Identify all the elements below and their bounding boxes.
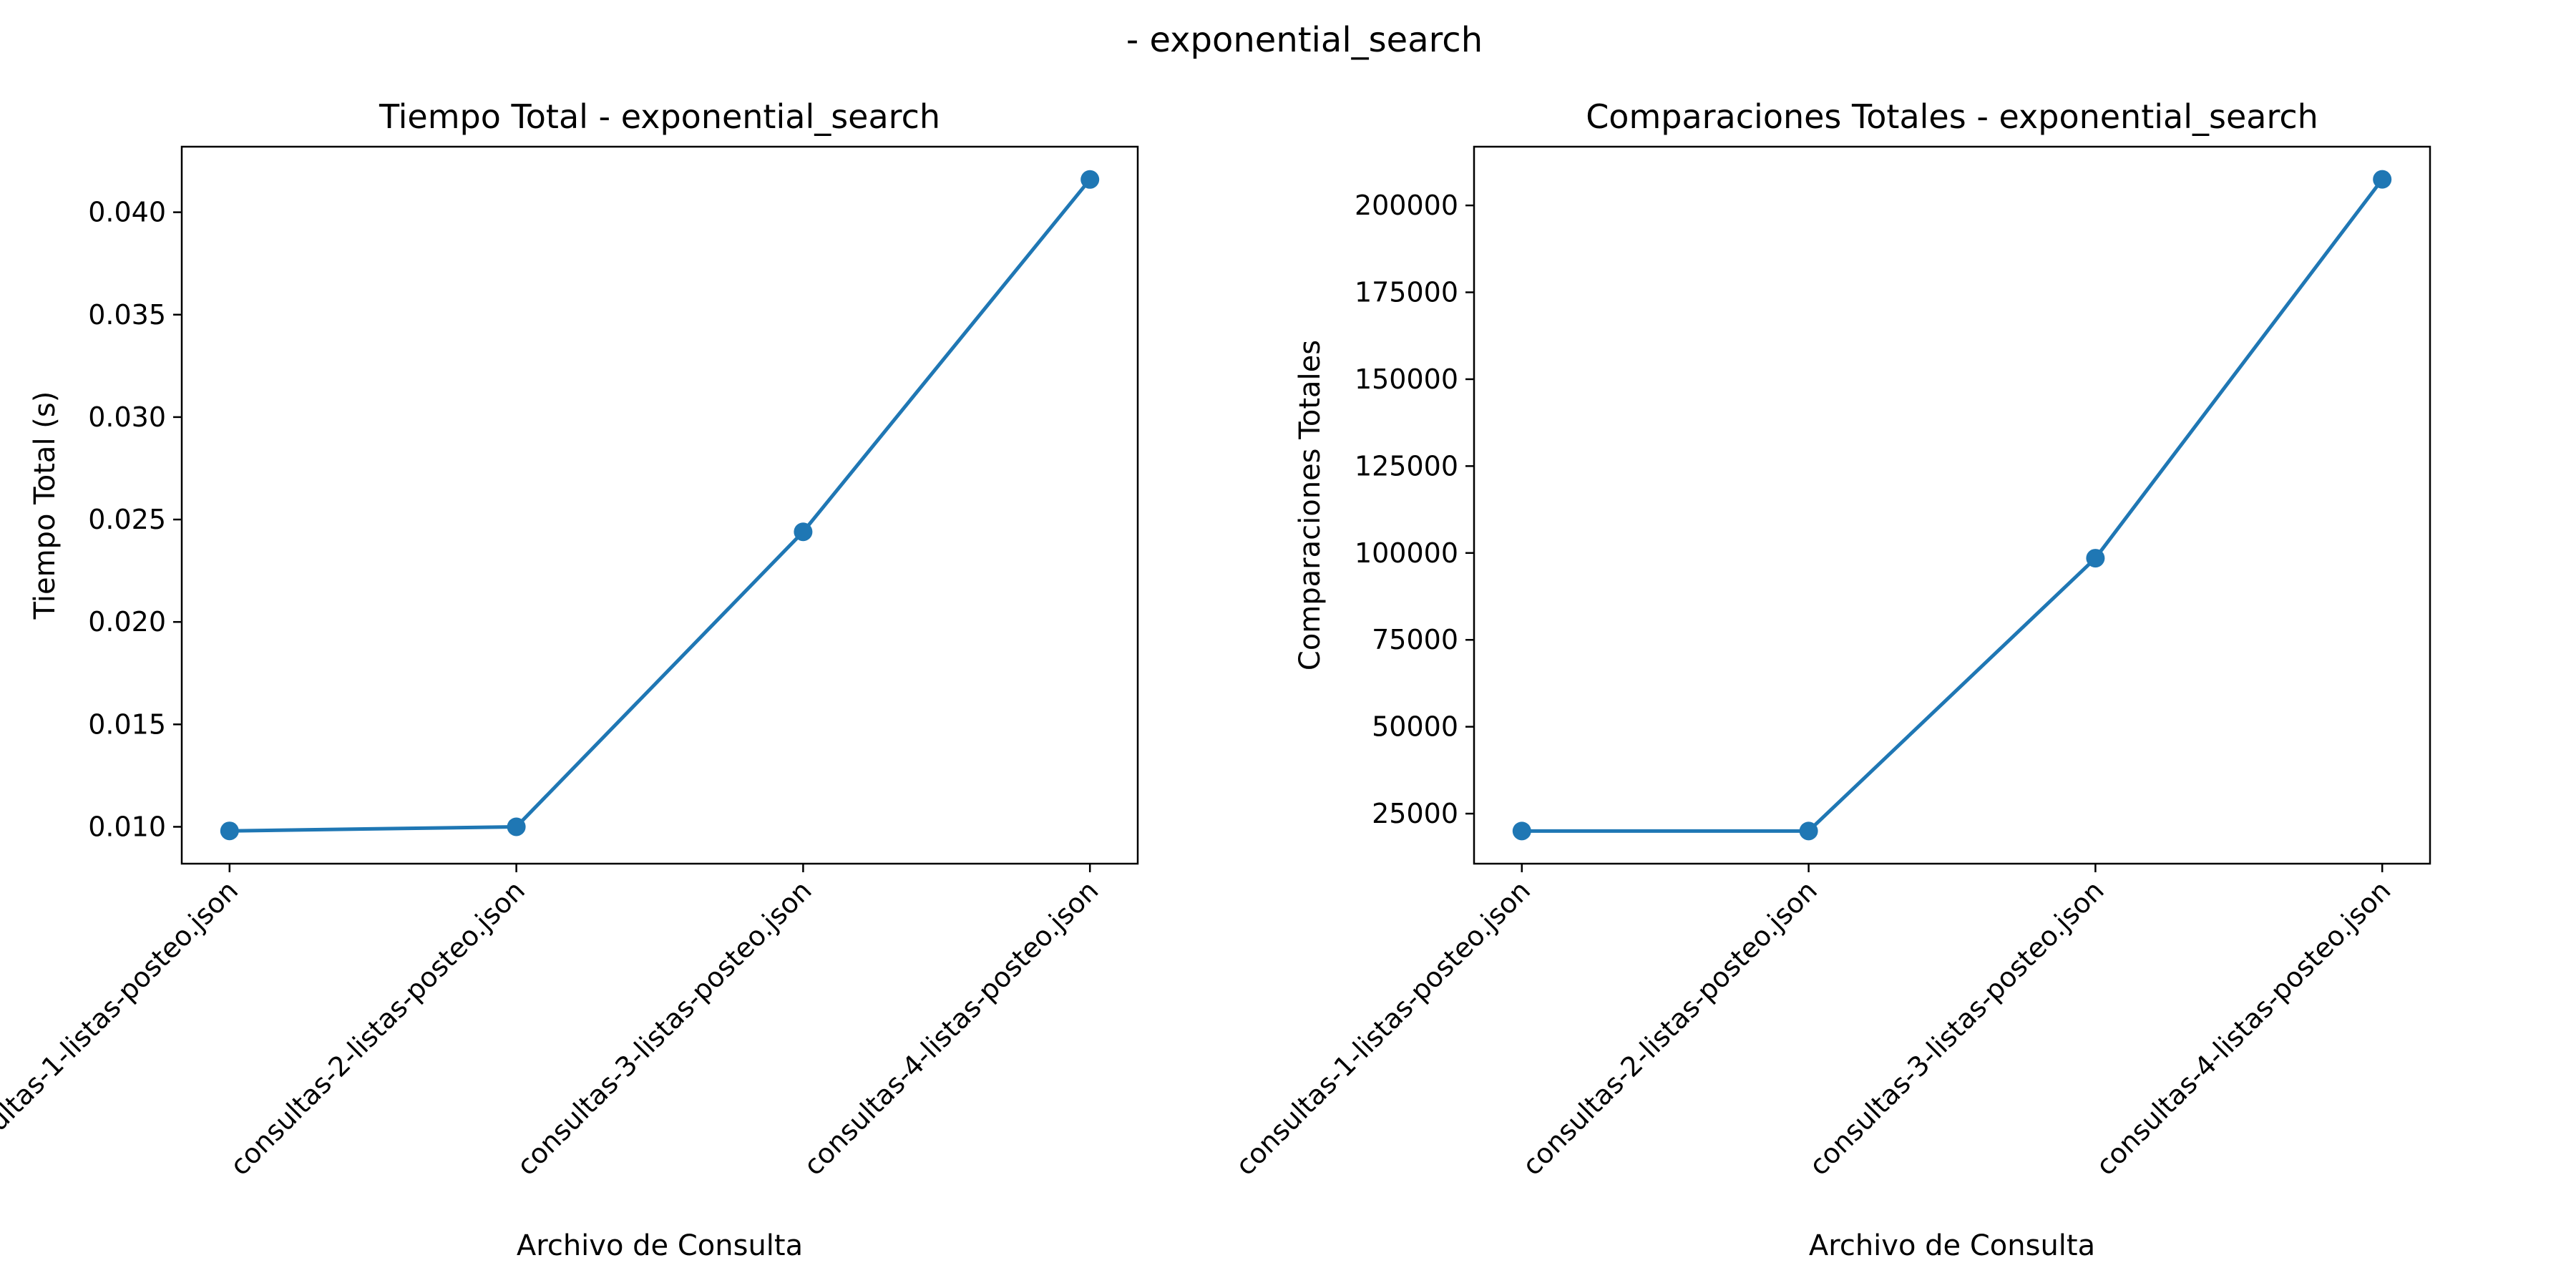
comparisons-y-axis-label: Comparaciones Totales bbox=[1294, 340, 1327, 670]
comparisons-data-point bbox=[2373, 170, 2392, 189]
comparisons-y-tick-label: 150000 bbox=[1355, 364, 1458, 395]
comparisons-data-point bbox=[1799, 821, 1818, 841]
time-data-point bbox=[507, 817, 526, 836]
time-plot-frame bbox=[180, 145, 1139, 865]
comparisons-y-tick-label: 75000 bbox=[1372, 624, 1458, 655]
comparisons-y-tick-label: 175000 bbox=[1355, 277, 1458, 308]
time-chart-title: Tiempo Total - exponential_search bbox=[379, 97, 940, 136]
comparisons-y-tick-label: 100000 bbox=[1355, 537, 1458, 569]
time-y-axis-label: Tiempo Total (s) bbox=[29, 391, 62, 620]
comparisons-series-line bbox=[1521, 178, 2384, 833]
comparisons-plot-frame bbox=[1473, 145, 2431, 865]
comparisons-y-tick-label: 50000 bbox=[1372, 711, 1458, 743]
time-y-tick-label: 0.030 bbox=[88, 401, 166, 433]
time-y-tick-label: 0.035 bbox=[88, 299, 166, 331]
comparisons-data-point bbox=[1512, 821, 1531, 841]
time-series-line bbox=[229, 178, 1092, 833]
time-y-tick-label: 0.025 bbox=[88, 504, 166, 535]
comparisons-x-axis-label: Archivo de Consulta bbox=[1809, 1229, 2095, 1262]
comparisons-y-tick-label: 125000 bbox=[1355, 450, 1458, 482]
comparisons-y-tick-label: 25000 bbox=[1372, 798, 1458, 829]
figure-suptitle: - exponential_search bbox=[1126, 20, 1483, 60]
time-y-tick-label: 0.040 bbox=[88, 197, 166, 228]
comparisons-chart-title: Comparaciones Totales - exponential_sear… bbox=[1586, 97, 2318, 136]
time-data-point bbox=[794, 522, 813, 542]
time-y-tick-label: 0.010 bbox=[88, 811, 166, 842]
time-x-axis-label: Archivo de Consulta bbox=[517, 1229, 803, 1262]
time-y-tick-label: 0.015 bbox=[88, 708, 166, 740]
time-data-point bbox=[1080, 170, 1100, 189]
time-data-point bbox=[220, 821, 239, 841]
comparisons-data-point bbox=[2086, 549, 2105, 568]
time-y-tick-label: 0.020 bbox=[88, 606, 166, 638]
comparisons-y-tick-label: 200000 bbox=[1355, 190, 1458, 221]
